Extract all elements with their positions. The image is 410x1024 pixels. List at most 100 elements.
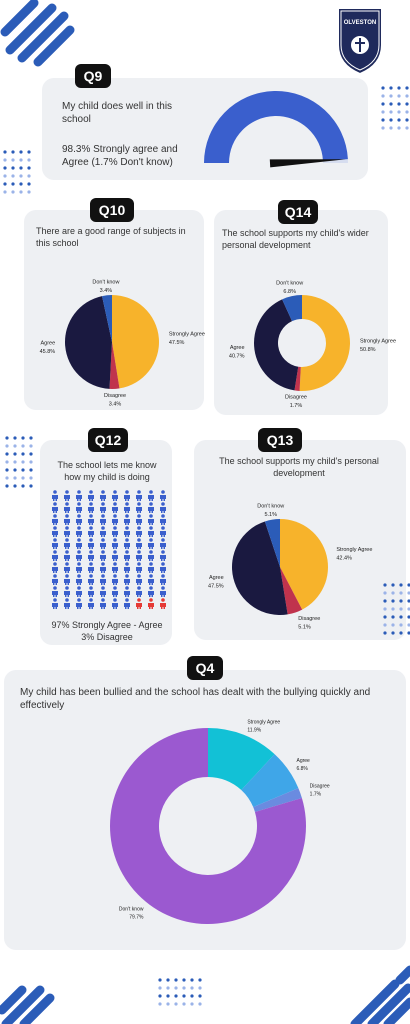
person-icon bbox=[100, 538, 106, 549]
icon-body bbox=[88, 519, 94, 525]
icon-body bbox=[100, 543, 106, 549]
question-badge: Q4 bbox=[187, 656, 223, 680]
decor-dot bbox=[182, 978, 186, 982]
icon-body bbox=[124, 543, 130, 549]
icon-head bbox=[137, 574, 141, 578]
decor-dot bbox=[21, 476, 25, 480]
icon-head bbox=[149, 586, 153, 590]
person-icon bbox=[64, 550, 70, 561]
icon-head bbox=[89, 586, 93, 590]
decor-dot bbox=[5, 476, 9, 480]
icon-head bbox=[77, 538, 81, 542]
logo-text: OLVESTON bbox=[344, 20, 376, 26]
decor-dot bbox=[383, 615, 387, 619]
person-icon bbox=[76, 550, 82, 561]
icon-head bbox=[89, 514, 93, 518]
person-icon bbox=[112, 514, 118, 525]
icon-body bbox=[136, 603, 142, 609]
person-icon bbox=[148, 502, 154, 513]
slice-label: Strongly Agree bbox=[336, 547, 372, 553]
icon-head bbox=[77, 562, 81, 566]
person-icon bbox=[148, 538, 154, 549]
icon-body bbox=[76, 543, 82, 549]
decor-dot bbox=[399, 607, 403, 611]
person-icon bbox=[136, 514, 142, 525]
icon-body bbox=[136, 543, 142, 549]
card-caption: 3% Disagree bbox=[81, 632, 133, 642]
person-icon bbox=[124, 538, 130, 549]
icon-body bbox=[76, 495, 82, 501]
icon-body bbox=[136, 531, 142, 537]
icon-body bbox=[76, 555, 82, 561]
icon-body bbox=[148, 567, 154, 573]
decor-dot bbox=[11, 158, 15, 162]
person-icon bbox=[160, 550, 166, 561]
icon-head bbox=[65, 598, 69, 602]
icon-body bbox=[148, 507, 154, 513]
icon-body bbox=[100, 531, 106, 537]
slice-value: 3.4% bbox=[100, 288, 113, 294]
decor-dot bbox=[399, 615, 403, 619]
decor-dot bbox=[381, 102, 385, 106]
icon-body bbox=[136, 567, 142, 573]
person-icon bbox=[100, 514, 106, 525]
icon-head bbox=[65, 490, 69, 494]
decor-dot bbox=[29, 444, 33, 448]
icon-body bbox=[64, 531, 70, 537]
person-icon bbox=[88, 514, 94, 525]
decor-dot bbox=[166, 978, 170, 982]
person-icon bbox=[76, 598, 82, 609]
person-icon bbox=[136, 598, 142, 609]
decor-dot bbox=[29, 476, 33, 480]
icon-body bbox=[124, 591, 130, 597]
decor-dot bbox=[407, 615, 410, 619]
decor-dot bbox=[397, 126, 401, 130]
icon-head bbox=[113, 550, 117, 554]
icon-head bbox=[89, 562, 93, 566]
icon-head bbox=[77, 550, 81, 554]
decor-dot bbox=[198, 1002, 202, 1006]
icon-body bbox=[88, 579, 94, 585]
icon-body bbox=[52, 579, 58, 585]
decor-dot bbox=[405, 102, 409, 106]
icon-body bbox=[124, 531, 130, 537]
decor-dot bbox=[391, 591, 395, 595]
card bbox=[40, 440, 172, 645]
person-icon bbox=[136, 490, 142, 501]
decor-dot bbox=[391, 631, 395, 635]
icon-body bbox=[76, 567, 82, 573]
decor-dot bbox=[11, 174, 15, 178]
decor-dot bbox=[407, 591, 410, 595]
slice-label: Disagree bbox=[285, 395, 307, 401]
icon-head bbox=[113, 514, 117, 518]
slice-value: 3.4% bbox=[109, 401, 122, 407]
decor-dot bbox=[389, 94, 393, 98]
icon-body bbox=[124, 579, 130, 585]
decor-dot bbox=[389, 118, 393, 122]
icon-body bbox=[148, 591, 154, 597]
decor-dot bbox=[29, 484, 33, 488]
person-icon bbox=[112, 562, 118, 573]
icon-head bbox=[113, 598, 117, 602]
person-icon bbox=[76, 502, 82, 513]
icon-body bbox=[100, 567, 106, 573]
icon-body bbox=[100, 591, 106, 597]
pie-slice bbox=[294, 366, 301, 391]
icon-body bbox=[76, 507, 82, 513]
person-icon bbox=[76, 514, 82, 525]
question-badge: Q13 bbox=[258, 428, 302, 452]
decor-dot bbox=[29, 460, 33, 464]
decor-dot bbox=[399, 583, 403, 587]
icon-head bbox=[53, 514, 57, 518]
decor-dot bbox=[399, 631, 403, 635]
decor-dot bbox=[5, 484, 9, 488]
person-icon bbox=[124, 586, 130, 597]
slice-label: Disagree bbox=[104, 393, 126, 399]
person-icon bbox=[88, 598, 94, 609]
decor-dot bbox=[13, 460, 17, 464]
person-icon bbox=[64, 490, 70, 501]
icon-head bbox=[53, 502, 57, 506]
icon-body bbox=[64, 507, 70, 513]
decor-dot bbox=[5, 452, 9, 456]
icon-head bbox=[65, 514, 69, 518]
